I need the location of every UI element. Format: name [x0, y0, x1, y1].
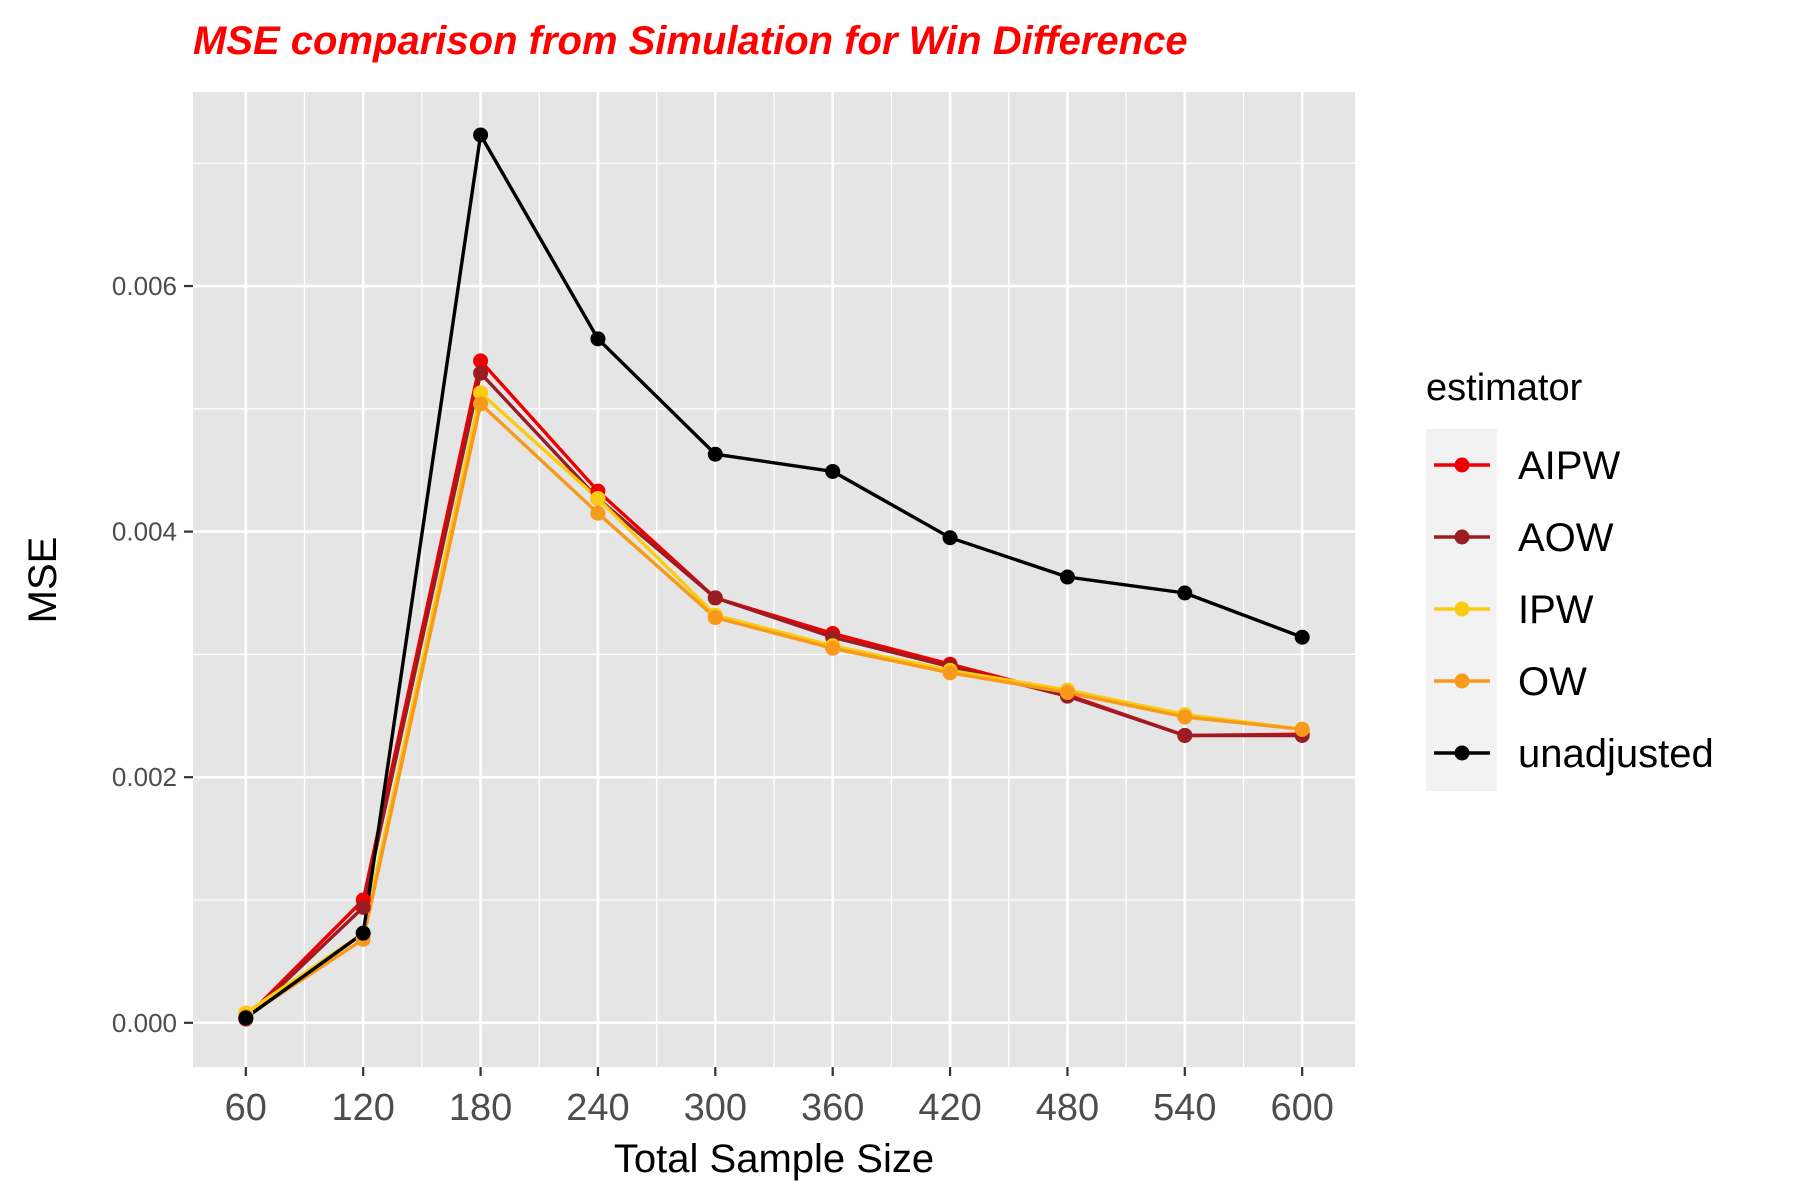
legend: estimator AIPW AOW IPW OW unadjusted [1426, 367, 1714, 791]
x-tick-label: 360 [801, 1087, 864, 1129]
x-tick-label: 540 [1153, 1087, 1216, 1129]
data-point-unadjusted [473, 127, 489, 143]
x-tick-label: 60 [225, 1087, 267, 1129]
legend-item-ow: OW [1434, 660, 1587, 704]
series-line-ipw [244, 391, 1303, 1015]
x-tick-label: 300 [684, 1087, 747, 1129]
data-point-unadjusted [942, 530, 958, 546]
data-point-unadjusted [238, 1010, 254, 1026]
legend-label: OW [1518, 660, 1587, 704]
data-point-unadjusted [707, 446, 723, 462]
data-points [238, 127, 1310, 1027]
legend-key-point [1454, 529, 1470, 545]
legend-item-unadjusted: unadjusted [1434, 732, 1714, 776]
legend-key-point [1454, 673, 1470, 689]
series-line-aow [244, 371, 1303, 1021]
y-axis: 0.000 0.002 0.004 0.006 [112, 271, 193, 1038]
legend-key-point [1454, 745, 1470, 761]
data-point-ow [1294, 721, 1310, 737]
data-point-aow [355, 899, 371, 915]
data-point-ow [707, 610, 723, 626]
data-point-aow [1177, 727, 1193, 743]
legend-label: IPW [1518, 588, 1594, 632]
data-point-ipw [590, 490, 606, 506]
legend-label: unadjusted [1518, 732, 1714, 776]
x-tick-label: 480 [1036, 1087, 1099, 1129]
data-point-aow [707, 590, 723, 606]
data-point-unadjusted [1059, 569, 1075, 585]
legend-item-aow: AOW [1434, 516, 1614, 560]
legend-item-aipw: AIPW [1434, 444, 1620, 488]
data-point-ow [473, 396, 489, 412]
series-lines [244, 133, 1303, 1021]
data-point-unadjusted [590, 331, 606, 347]
x-tick-label: 420 [918, 1087, 981, 1129]
data-point-ow [942, 665, 958, 681]
x-tick-label: 120 [331, 1087, 394, 1129]
data-point-ipw [473, 385, 489, 401]
x-tick-label: 180 [449, 1087, 512, 1129]
legend-key-point [1454, 601, 1470, 617]
y-tick-label: 0.006 [112, 271, 177, 301]
series-line-unadjusted [244, 133, 1303, 1020]
data-point-unadjusted [1294, 629, 1310, 645]
x-axis: 60 120 180 240 300 360 420 480 540 600 [225, 1067, 1334, 1129]
x-tick-label: 600 [1270, 1087, 1333, 1129]
legend-label: AIPW [1518, 444, 1620, 488]
data-point-unadjusted [355, 925, 371, 941]
x-tick-label: 240 [566, 1087, 629, 1129]
y-tick-label: 0.000 [112, 1008, 177, 1038]
series-line-ow [244, 402, 1303, 1019]
y-axis-title: MSE [21, 537, 65, 624]
data-point-ow [590, 505, 606, 521]
chart-title: MSE comparison from Simulation for Win D… [193, 19, 1188, 63]
data-point-ow [1177, 709, 1193, 725]
data-point-ow [1059, 684, 1075, 700]
y-tick-label: 0.002 [112, 762, 177, 792]
y-tick-label: 0.004 [112, 517, 177, 547]
legend-label: AOW [1518, 516, 1614, 560]
data-point-ow [825, 640, 841, 656]
data-point-unadjusted [1177, 585, 1193, 601]
legend-title: estimator [1426, 367, 1583, 409]
legend-item-ipw: IPW [1434, 588, 1594, 632]
data-point-aow [473, 365, 489, 381]
x-axis-title: Total Sample Size [614, 1137, 934, 1181]
legend-key-point [1454, 457, 1470, 473]
data-point-aipw [473, 353, 489, 369]
data-point-unadjusted [825, 463, 841, 479]
